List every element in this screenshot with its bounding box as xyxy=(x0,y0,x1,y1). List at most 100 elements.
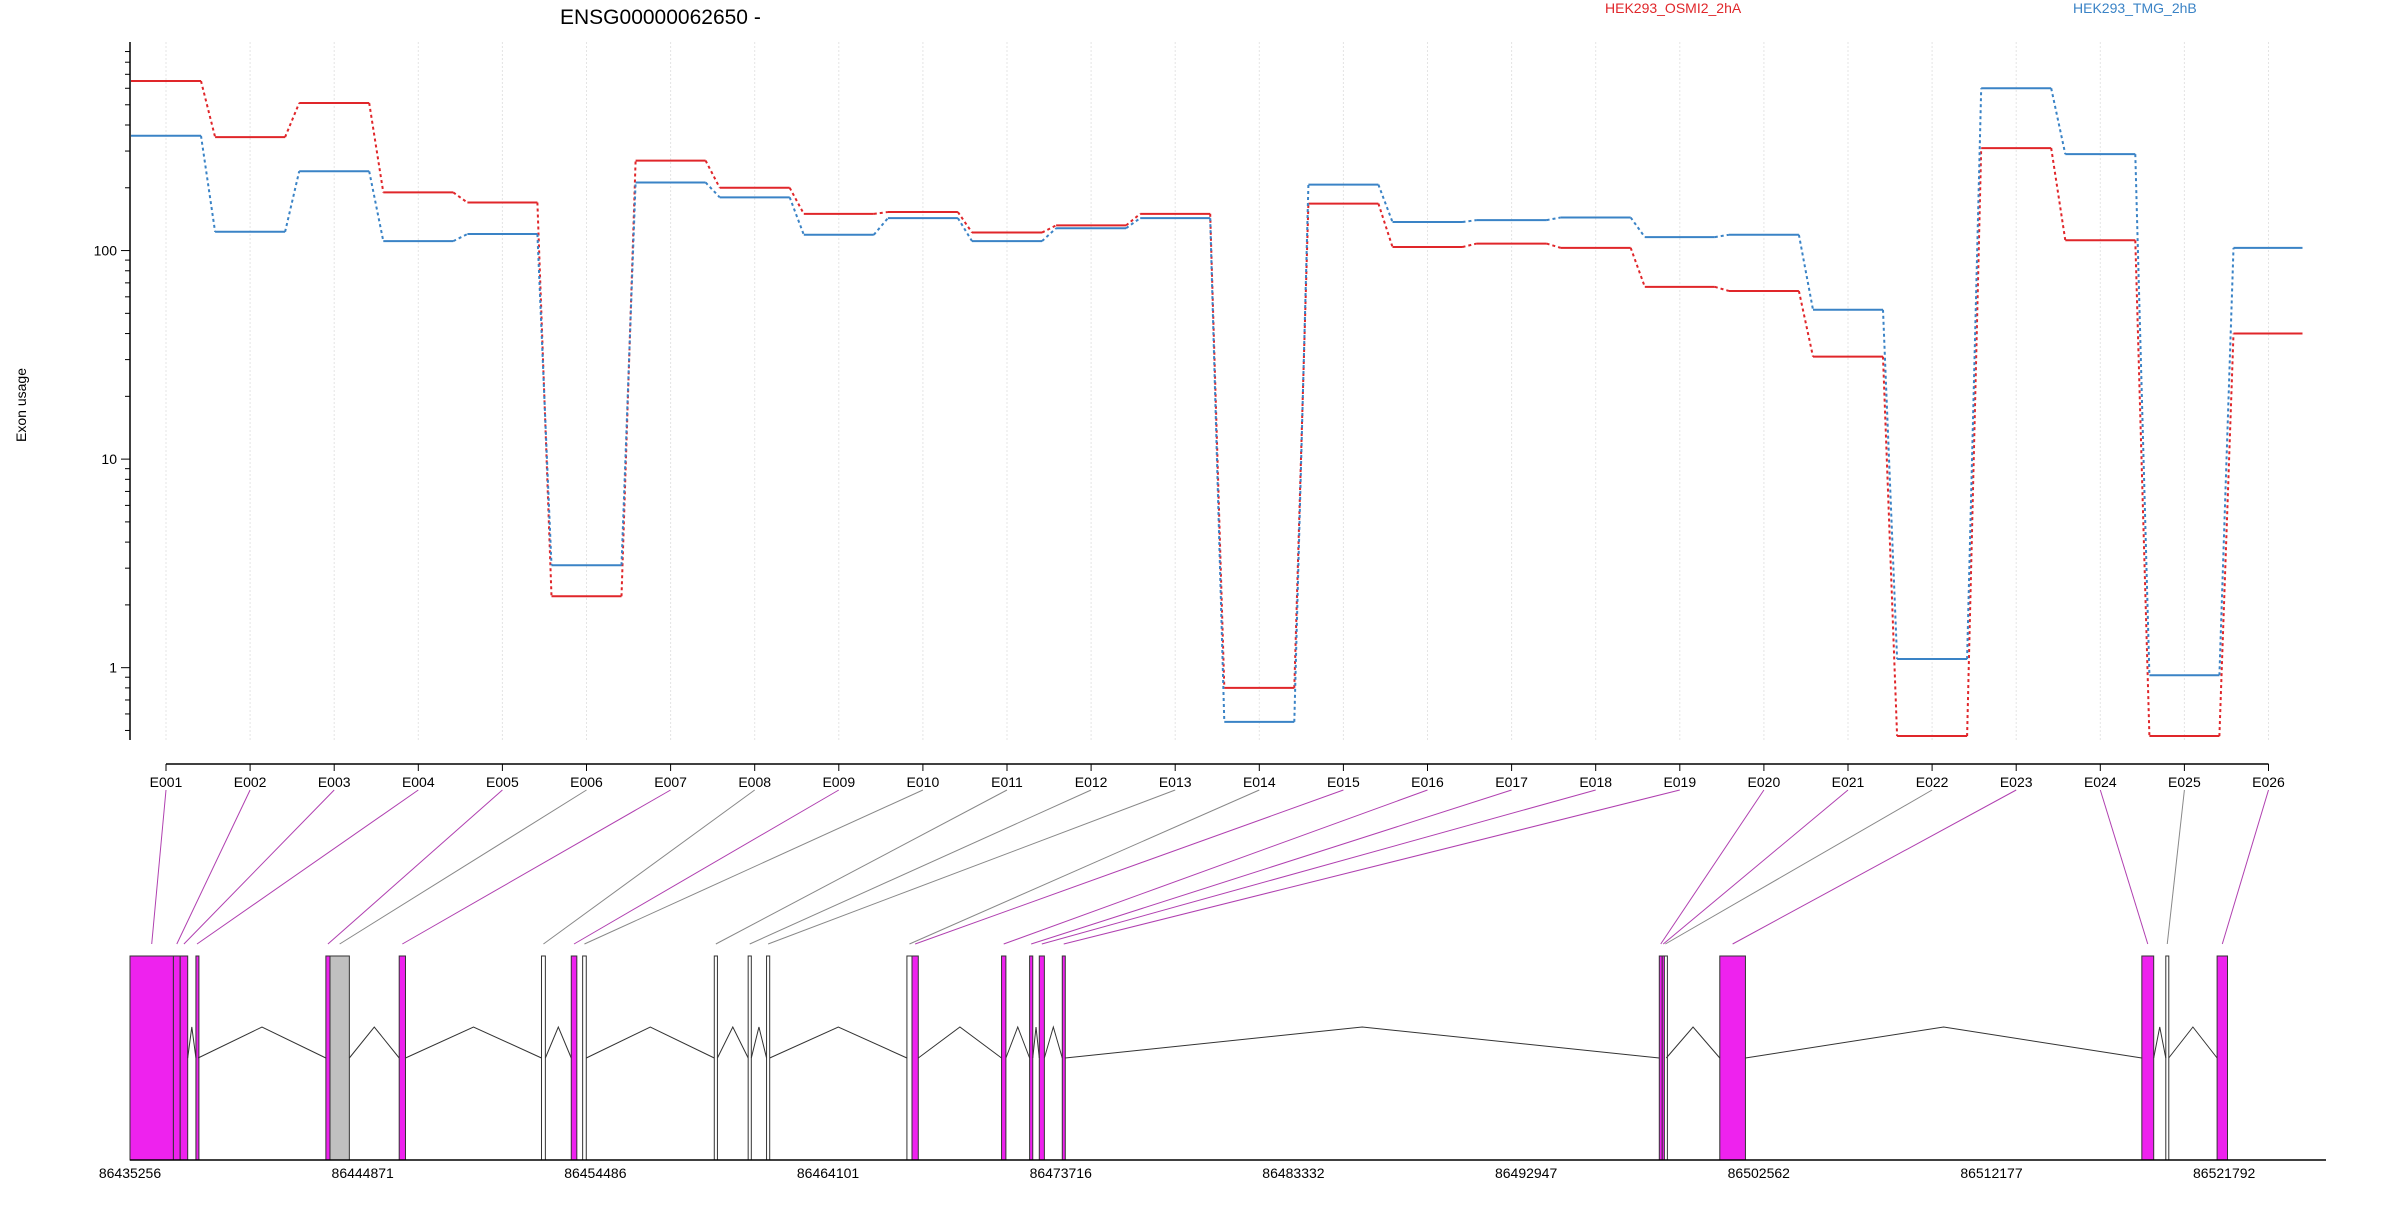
data-connector xyxy=(788,187,805,215)
exon-link-E024 xyxy=(2099,789,2149,945)
exon-link-E005 xyxy=(327,789,503,945)
data-connector xyxy=(1797,290,1814,357)
coordinate-label: 86512177 xyxy=(1960,1165,2023,1181)
x-tick-label: E015 xyxy=(1327,774,1360,790)
coordinate-label: 86454486 xyxy=(564,1165,627,1181)
data-connector xyxy=(452,191,468,204)
intron-line xyxy=(769,1026,908,1059)
data-connector xyxy=(1797,234,1814,310)
y-axis-label: Exon usage xyxy=(13,368,29,442)
series-a xyxy=(131,80,2303,738)
exon-link-E011 xyxy=(715,789,1008,945)
exon-box-E008 xyxy=(540,955,546,1161)
exon-box-E001 xyxy=(129,955,174,1161)
exon-box-E011 xyxy=(713,955,718,1161)
data-connector xyxy=(1629,247,1646,288)
exon-link-E026 xyxy=(2221,789,2269,945)
series-b xyxy=(131,87,2303,723)
data-connector xyxy=(957,211,973,234)
intron-line xyxy=(1032,1026,1040,1059)
data-connector xyxy=(2050,147,2067,241)
data-connector xyxy=(1629,216,1646,238)
x-tick-label: E016 xyxy=(1411,774,1444,790)
x-tick-label: E024 xyxy=(2084,774,2117,790)
coordinate-label: 86435256 xyxy=(99,1165,162,1181)
data-connector xyxy=(1966,88,1983,660)
exon-box-E024 xyxy=(2141,955,2155,1161)
legend-entry-series-b: HEK293_TMG_2hB xyxy=(2073,0,2197,16)
intron-line xyxy=(1043,1025,1063,1059)
x-tick-label: E003 xyxy=(318,774,351,790)
exon-box-E016 xyxy=(1001,955,1007,1161)
exon-link-E023 xyxy=(1732,789,2017,945)
data-connector xyxy=(1462,242,1477,248)
data-connector xyxy=(1546,242,1561,249)
x-tick-label: E005 xyxy=(486,774,519,790)
x-tick-label: E026 xyxy=(2252,774,2285,790)
exon-box-E007 xyxy=(398,955,406,1161)
exon-box-E012 xyxy=(747,955,752,1161)
exon-link-E017 xyxy=(1031,789,1512,945)
coordinate-label: 86502562 xyxy=(1728,1165,1791,1181)
exon-box-E010 xyxy=(582,955,587,1161)
exon-link-E021 xyxy=(1662,789,1849,945)
data-connector xyxy=(2218,247,2235,676)
exon-box-E006 xyxy=(329,955,350,1161)
x-tick-label: E002 xyxy=(234,774,267,790)
coordinate-label: 86473716 xyxy=(1030,1165,1093,1181)
intron-line xyxy=(348,1026,400,1059)
data-connector xyxy=(1882,356,1899,737)
exon-box-E023 xyxy=(1719,955,1746,1161)
coordinate-label: 86483332 xyxy=(1262,1165,1325,1181)
data-connector xyxy=(2134,154,2151,676)
y-tick-label: 1 xyxy=(109,660,117,676)
y-tick-label: 100 xyxy=(94,243,118,259)
data-connector xyxy=(1714,233,1730,239)
x-tick-label: E001 xyxy=(150,774,183,790)
legend-entry-series-a: HEK293_OSMI2_2hA xyxy=(1605,0,1742,16)
exon-box-E026 xyxy=(2216,955,2229,1161)
data-connector xyxy=(620,182,637,566)
data-connector xyxy=(1377,184,1394,223)
intron-line xyxy=(544,1025,572,1059)
intron-line xyxy=(197,1026,327,1059)
intron-line xyxy=(1065,1026,1660,1059)
intron-line xyxy=(586,1026,715,1059)
data-connector xyxy=(1882,309,1899,660)
exon-link-E003 xyxy=(183,789,335,945)
x-tick-label: E013 xyxy=(1159,774,1192,790)
exon-link-E025 xyxy=(2166,789,2185,945)
intron-line xyxy=(917,1026,1002,1059)
data-connector xyxy=(1966,148,1983,737)
exon-link-E002 xyxy=(176,789,251,945)
exon-box-E018 xyxy=(1038,955,1045,1161)
exon-link-E008 xyxy=(543,789,755,945)
intron-line xyxy=(1745,1026,2142,1059)
data-connector xyxy=(200,80,217,138)
x-tick-label: E010 xyxy=(907,774,940,790)
data-connector xyxy=(284,171,301,233)
data-connector xyxy=(1125,217,1141,230)
x-tick-label: E007 xyxy=(654,774,687,790)
exon-box-E017 xyxy=(1029,955,1034,1161)
intron-line xyxy=(405,1026,542,1059)
data-connector xyxy=(284,102,301,138)
y-tick-label: 10 xyxy=(101,451,117,467)
x-tick-label: E011 xyxy=(991,774,1023,790)
exon-link-E020 xyxy=(1660,789,1765,945)
exon-link-E010 xyxy=(584,789,924,945)
data-connector xyxy=(536,202,553,597)
exon-box-E005 xyxy=(325,955,331,1161)
coordinate-label: 86492947 xyxy=(1495,1165,1558,1181)
x-tick-label: E019 xyxy=(1663,774,1696,790)
x-tick-label: E023 xyxy=(2000,774,2033,790)
coordinate-label: 86444871 xyxy=(332,1165,395,1181)
exon-link-E012 xyxy=(749,789,1092,945)
exon-link-E004 xyxy=(196,789,419,945)
coordinate-label: 86521792 xyxy=(2193,1165,2256,1181)
x-tick-label: E017 xyxy=(1495,774,1528,790)
coordinate-label: 86464101 xyxy=(797,1165,860,1181)
data-connector xyxy=(873,211,889,215)
